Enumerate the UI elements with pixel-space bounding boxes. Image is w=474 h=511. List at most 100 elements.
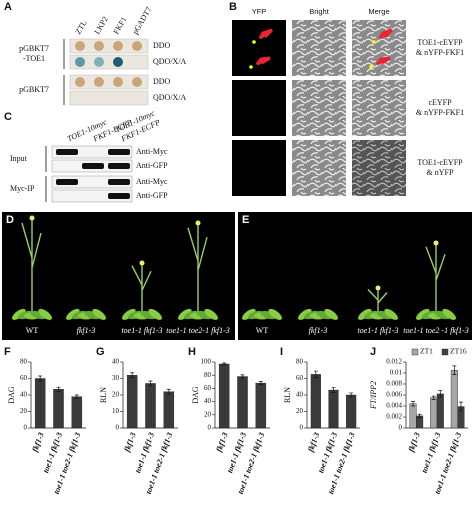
yfp-signal — [369, 65, 373, 69]
x-tick-label: fkf1-3 — [214, 431, 229, 453]
leaf — [66, 308, 80, 320]
genotype-label: fkf1-3 — [77, 326, 96, 335]
medium-label: QDO/X/A — [153, 57, 187, 66]
y-tick-label: 0 — [399, 424, 403, 432]
error-bar — [349, 392, 354, 398]
leaf — [204, 308, 218, 320]
genotype-label: fkf1-3 — [309, 326, 328, 335]
micrograph — [352, 20, 406, 76]
row-label: & nYFP-FKF1 — [416, 48, 464, 57]
bait-label: pGBKT7 — [19, 85, 49, 94]
leaf — [324, 308, 338, 320]
yeast-spot — [113, 77, 123, 87]
y-tick-label: 10 — [112, 407, 120, 415]
panel-label: J — [370, 346, 376, 358]
panel-label: B — [229, 1, 237, 13]
x-tick-label: fkf1-3 — [306, 431, 321, 453]
group-label: Myc-IP — [10, 184, 35, 193]
legend-swatch — [441, 348, 449, 356]
arrow — [378, 28, 394, 40]
yeast-spot — [75, 57, 85, 67]
error-bar — [313, 370, 318, 379]
yeast-spot — [94, 77, 104, 87]
y-tick-label: 0.004 — [386, 402, 402, 410]
micrograph — [292, 80, 346, 136]
y-axis-label: DAG — [191, 386, 200, 404]
y-tick-label: 20 — [112, 391, 120, 399]
genotype-label: toe1-1 toe2 -1 fkf1-3 — [403, 326, 469, 335]
y-tick-label: 20 — [20, 407, 28, 415]
y-tick-label: 60 — [20, 374, 28, 382]
micrograph — [352, 80, 406, 136]
row-label: TOE1-cEYFP — [417, 158, 463, 167]
y-tick-label: 40 — [20, 391, 28, 399]
leaf — [268, 308, 282, 320]
bar — [328, 389, 339, 429]
bar — [409, 403, 417, 429]
y-tick-label: 40 — [204, 397, 212, 405]
yeast-spot — [113, 41, 123, 51]
leaf — [416, 308, 430, 320]
column-header: ZTL — [74, 19, 89, 36]
column-header: LKP2 — [93, 15, 110, 36]
plate-strip — [69, 54, 149, 70]
y-tick-label: 80 — [296, 358, 304, 366]
leaf — [178, 308, 192, 320]
y-tick-label: 0 — [300, 424, 304, 432]
row-label: & nYFP — [427, 168, 454, 177]
panel-label: F — [4, 346, 11, 358]
inflorescence — [131, 263, 152, 318]
error-bar — [38, 375, 43, 382]
plate-strip — [69, 90, 149, 106]
panel-label: D — [6, 214, 14, 226]
leaf — [384, 308, 398, 320]
flower — [29, 215, 35, 221]
y-tick-label: 80 — [204, 371, 212, 379]
leaf — [242, 308, 256, 320]
medium-label: DDO — [153, 41, 171, 50]
leaf — [122, 308, 136, 320]
column-header: pGADT7 — [131, 5, 154, 36]
y-axis-label: RLN — [99, 387, 108, 403]
y-tick-label: 60 — [204, 384, 212, 392]
inflorescence — [187, 223, 208, 318]
y-tick-label: 80 — [20, 358, 28, 366]
bar — [255, 382, 267, 429]
y-tick-label: 40 — [296, 391, 304, 399]
genotype-label: WT — [256, 326, 269, 335]
micrograph — [232, 20, 286, 76]
bar — [34, 378, 46, 429]
inflorescence — [21, 218, 42, 318]
panel-label: H — [188, 346, 196, 358]
leaf — [38, 308, 52, 320]
micrograph — [292, 20, 346, 76]
y-tick-label: 0.01 — [390, 369, 403, 377]
x-tick-label: toe1-1 fkf1-3 — [420, 431, 443, 474]
bar — [145, 383, 156, 429]
group-label: Input — [10, 154, 28, 163]
yeast-spot — [75, 77, 85, 87]
flower — [195, 220, 201, 226]
error-bar — [438, 390, 443, 398]
column-header: Merge — [368, 7, 389, 16]
row-label: & nYFP-FKF1 — [416, 108, 464, 117]
flower — [375, 285, 381, 291]
y-tick-label: 0.002 — [386, 413, 402, 421]
y-tick-label: 0 — [208, 424, 212, 432]
panel-label: C — [4, 111, 12, 123]
y-tick-label: 0.006 — [386, 391, 402, 399]
micrograph — [292, 140, 346, 196]
yeast-spot — [75, 41, 85, 51]
error-bar — [56, 386, 61, 392]
error-bar — [148, 380, 153, 387]
panel-label: I — [280, 346, 283, 358]
error-bar — [74, 394, 79, 399]
leaf — [148, 308, 162, 320]
error-bar — [222, 362, 227, 366]
y-axis-label: FT/IPP2 — [369, 381, 378, 410]
x-tick-label: fkf1-3 — [407, 431, 422, 453]
yfp-signal — [249, 65, 253, 69]
antibody-label: Anti-Myc — [136, 147, 168, 156]
micrograph — [352, 140, 406, 196]
band — [56, 149, 78, 155]
